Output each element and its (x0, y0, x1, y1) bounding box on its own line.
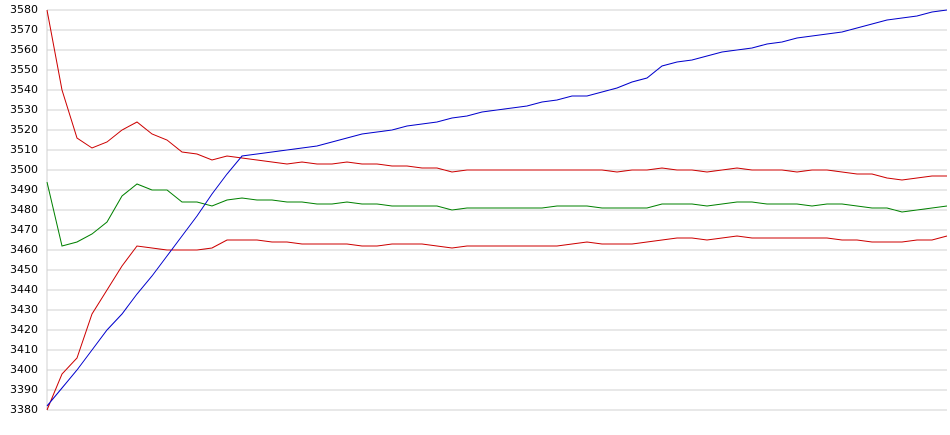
y-tick-label: 3540 (10, 83, 38, 96)
y-tick-label: 3410 (10, 343, 38, 356)
y-tick-label: 3490 (10, 183, 38, 196)
y-tick-label: 3500 (10, 163, 38, 176)
y-tick-label: 3480 (10, 203, 38, 216)
y-tick-label: 3560 (10, 43, 38, 56)
y-tick-label: 3400 (10, 363, 38, 376)
y-tick-label: 3510 (10, 143, 38, 156)
series-line (46, 9, 948, 407)
y-tick-label: 3580 (10, 3, 38, 16)
y-tick-label: 3440 (10, 283, 38, 296)
series-line (46, 181, 948, 247)
y-tick-label: 3520 (10, 123, 38, 136)
y-tick-label: 3430 (10, 303, 38, 316)
y-tick-label: 3420 (10, 323, 38, 336)
y-tick-label: 3450 (10, 263, 38, 276)
y-tick-label: 3470 (10, 223, 38, 236)
y-tick-label: 3570 (10, 23, 38, 36)
series-line (46, 235, 948, 411)
series-line (46, 9, 947, 181)
y-tick-label: 3550 (10, 63, 38, 76)
y-tick-label: 3530 (10, 103, 38, 116)
y-tick-label: 3390 (10, 383, 38, 396)
y-tick-label: 3380 (10, 403, 38, 416)
y-tick-label: 3460 (10, 243, 38, 256)
